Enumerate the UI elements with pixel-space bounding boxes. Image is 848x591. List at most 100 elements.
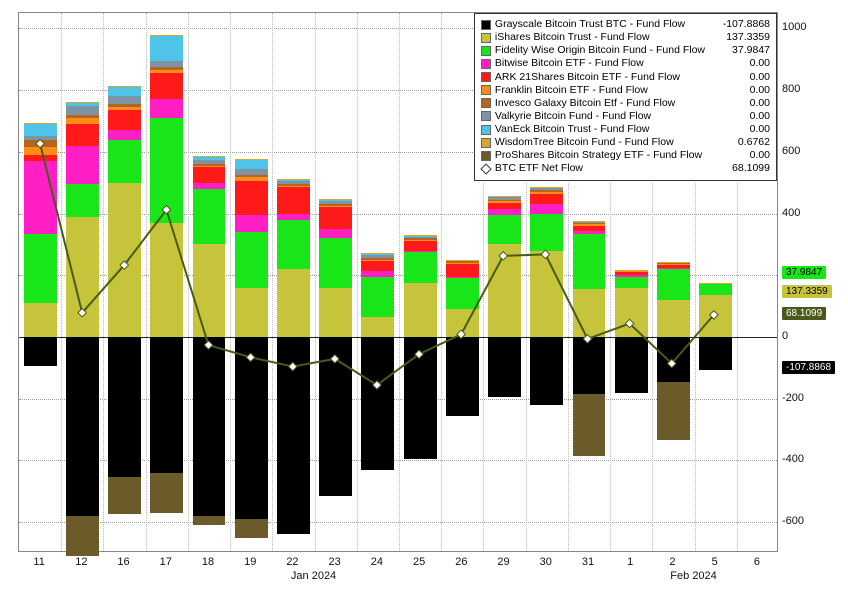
bar-segment xyxy=(530,204,563,213)
legend-row: iShares Bitcoin Trust - Fund Flow137.335… xyxy=(481,31,770,44)
legend-swatch xyxy=(481,151,491,161)
bar-segment xyxy=(530,194,563,205)
bar-segment xyxy=(573,223,606,225)
x-axis-label: 30 xyxy=(540,556,552,568)
bar-segment xyxy=(446,263,479,265)
x-axis-label: 19 xyxy=(244,556,256,568)
legend-label: Grayscale Bitcoin Trust BTC - Fund Flow xyxy=(495,18,715,31)
legend-value: 0.00 xyxy=(715,97,770,110)
bar-segment xyxy=(657,268,690,270)
bar-segment xyxy=(150,70,183,73)
gridline xyxy=(315,13,316,551)
legend-value: -107.8868 xyxy=(715,18,770,31)
bar-segment xyxy=(193,166,226,168)
bar-segment xyxy=(66,102,99,103)
bar-segment xyxy=(488,200,521,202)
x-axis-label: 22 xyxy=(286,556,298,568)
bar-segment xyxy=(235,159,268,160)
bar-segment xyxy=(573,221,606,223)
bar-segment xyxy=(657,382,690,441)
legend-label: WisdomTree Bitcoin Fund - Fund Flow xyxy=(495,136,715,149)
legend-row: Franklin Bitcoin ETF - Fund Flow0.00 xyxy=(481,84,770,97)
x-axis-label: 6 xyxy=(754,556,760,568)
bar-segment xyxy=(319,199,352,200)
bar-segment xyxy=(66,217,99,337)
bar-segment xyxy=(446,260,479,262)
bar-segment xyxy=(319,238,352,287)
bar-segment xyxy=(446,277,479,279)
bar-segment xyxy=(573,224,606,226)
legend-value: 0.00 xyxy=(715,84,770,97)
y-axis-label: -600 xyxy=(782,515,804,527)
diamond-icon xyxy=(480,163,491,174)
x-axis-sub-label: Feb 2024 xyxy=(670,570,716,582)
legend-swatch xyxy=(481,72,491,82)
bar-segment xyxy=(193,156,226,157)
bar-segment xyxy=(150,61,183,67)
legend-value: 0.00 xyxy=(715,149,770,162)
bar-segment xyxy=(446,309,479,337)
bar-segment xyxy=(361,271,394,277)
bar-segment xyxy=(193,183,226,189)
bar-segment xyxy=(24,124,57,136)
x-axis-label: 29 xyxy=(497,556,509,568)
bar-segment xyxy=(277,220,310,269)
bar-segment xyxy=(361,317,394,337)
bar-segment xyxy=(488,197,521,200)
legend-label: ARK 21Shares Bitcoin ETF - Fund Flow xyxy=(495,71,715,84)
x-axis-label: 17 xyxy=(160,556,172,568)
x-axis-label: 5 xyxy=(712,556,718,568)
bar-segment xyxy=(108,140,141,183)
bar-segment xyxy=(150,118,183,223)
legend-label: Bitwise Bitcoin ETF - Fund Flow xyxy=(495,57,715,70)
bar-segment xyxy=(277,214,310,220)
gridline xyxy=(188,13,189,551)
gridline xyxy=(146,13,147,551)
x-axis-label: 23 xyxy=(329,556,341,568)
bar-segment xyxy=(277,269,310,337)
bar-segment xyxy=(488,215,521,244)
bar-segment xyxy=(24,136,57,139)
plot-area: Grayscale Bitcoin Trust BTC - Fund Flow-… xyxy=(18,12,778,552)
bar-segment xyxy=(361,277,394,317)
bar-segment xyxy=(615,337,648,393)
bar-segment xyxy=(404,283,437,337)
y-axis-label: -400 xyxy=(782,453,804,465)
legend-row: Valkyrie Bitcoin Fund - Fund Flow0.00 xyxy=(481,110,770,123)
bar-segment xyxy=(530,214,563,251)
gridline xyxy=(103,13,104,551)
bar-segment xyxy=(699,337,732,370)
bar-segment xyxy=(446,261,479,263)
bar-segment xyxy=(193,164,226,166)
x-axis-label: 24 xyxy=(371,556,383,568)
bar-segment xyxy=(150,35,183,36)
bar-segment xyxy=(361,253,394,254)
bar-segment xyxy=(66,102,99,105)
x-axis-label: 26 xyxy=(455,556,467,568)
bar-segment xyxy=(573,289,606,337)
y-axis-label: 0 xyxy=(782,330,788,342)
x-axis-label: 18 xyxy=(202,556,214,568)
bar-segment xyxy=(319,207,352,229)
legend-row: Fidelity Wise Origin Bitcoin Fund - Fund… xyxy=(481,44,770,57)
bar-segment xyxy=(319,337,352,496)
bar-segment xyxy=(66,118,99,124)
gridline xyxy=(357,13,358,551)
bar-segment xyxy=(657,263,690,264)
bar-segment xyxy=(615,272,648,275)
legend-label: BTC ETF Net Flow xyxy=(495,162,715,175)
bar-segment xyxy=(108,87,141,96)
bar-segment xyxy=(193,189,226,245)
bar-segment xyxy=(446,278,479,309)
bar-segment xyxy=(699,283,732,295)
gridline xyxy=(399,13,400,551)
bar-segment xyxy=(530,337,563,405)
x-axis-label: 25 xyxy=(413,556,425,568)
legend-label: Fidelity Wise Origin Bitcoin Fund - Fund… xyxy=(495,44,715,57)
bar-segment xyxy=(108,477,141,514)
bar-segment xyxy=(24,161,57,234)
legend-swatch xyxy=(481,59,491,69)
bar-segment xyxy=(108,96,141,104)
bar-segment xyxy=(277,186,310,188)
bar-segment xyxy=(319,201,352,204)
